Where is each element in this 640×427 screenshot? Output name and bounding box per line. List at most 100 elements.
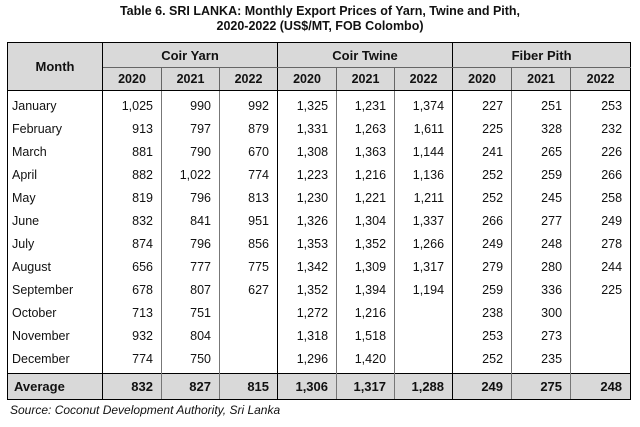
value-cell — [218, 301, 279, 324]
value-cell: 1,263 — [336, 117, 395, 140]
value-cell: 1,022 — [161, 163, 220, 186]
value-cell: 226 — [570, 140, 632, 163]
value-cell: 249 — [570, 209, 632, 232]
month-cell: February — [7, 117, 103, 140]
group-header-coir-yarn: Coir Yarn — [101, 42, 279, 68]
value-cell: 1,309 — [336, 255, 395, 278]
value-cell: 1,266 — [394, 232, 454, 255]
value-cell: 990 — [161, 90, 220, 117]
year-header: 2022 — [218, 67, 279, 91]
value-cell: 235 — [511, 347, 571, 374]
year-header: 2021 — [511, 67, 571, 91]
table-row: May 819 796 813 1,230 1,221 1,211 252 245 258 — [7, 186, 632, 209]
table-row: June 832 841 951 1,326 1,304 1,337 266 277 249 — [7, 209, 632, 232]
value-cell: 259 — [511, 163, 571, 186]
table-row: August 656 777 775 1,342 1,309 1,317 279 280 244 — [7, 255, 632, 278]
value-cell: 1,231 — [336, 90, 395, 117]
month-cell: May — [7, 186, 103, 209]
value-cell: 1,353 — [277, 232, 337, 255]
value-cell: 265 — [511, 140, 571, 163]
value-cell: 1,216 — [336, 163, 395, 186]
value-cell: 832 — [102, 209, 162, 232]
year-header: 2022 — [570, 67, 632, 91]
value-cell: 913 — [102, 117, 162, 140]
value-cell: 1,318 — [277, 324, 337, 347]
value-cell — [394, 301, 454, 324]
value-cell: 1,611 — [394, 117, 454, 140]
year-header: 2021 — [161, 67, 220, 91]
value-cell: 251 — [511, 90, 571, 117]
value-cell: 232 — [570, 117, 632, 140]
title-line-2: 2020-2022 (US$/MT, FOB Colombo) — [216, 19, 424, 33]
average-cell: 248 — [570, 373, 632, 400]
export-prices-table: Month Coir Yarn Coir Twine Fiber Pith 20… — [7, 42, 632, 400]
value-cell: 328 — [511, 117, 571, 140]
table-row: September 678 807 627 1,352 1,394 1,194 259 336 2… — [7, 278, 632, 301]
average-label: Average — [7, 373, 103, 400]
year-header: 2020 — [102, 67, 162, 91]
value-cell: 796 — [161, 186, 220, 209]
value-cell: 244 — [570, 255, 632, 278]
average-cell: 1,288 — [394, 373, 454, 400]
value-cell: 1,352 — [277, 278, 337, 301]
value-cell: 1,272 — [277, 301, 337, 324]
value-cell: 259 — [452, 278, 512, 301]
value-cell: 796 — [161, 232, 220, 255]
value-cell: 1,374 — [394, 90, 454, 117]
value-cell: 713 — [102, 301, 162, 324]
month-cell: January — [7, 90, 103, 117]
title-line-1: Table 6. SRI LANKA: Monthly Export Price… — [119, 4, 521, 18]
value-cell: 813 — [218, 186, 279, 209]
value-cell: 1,394 — [336, 278, 395, 301]
value-cell: 1,342 — [277, 255, 337, 278]
group-header-coir-twine: Coir Twine — [277, 42, 454, 68]
value-cell: 774 — [218, 163, 279, 186]
month-cell: April — [7, 163, 103, 186]
value-cell: 1,211 — [394, 186, 454, 209]
value-cell: 1,136 — [394, 163, 454, 186]
value-cell: 1,325 — [277, 90, 337, 117]
value-cell: 1,420 — [336, 347, 395, 374]
value-cell: 266 — [452, 209, 512, 232]
value-cell: 1,221 — [336, 186, 395, 209]
value-cell: 1,144 — [394, 140, 454, 163]
value-cell: 266 — [570, 163, 632, 186]
value-cell: 249 — [452, 232, 512, 255]
value-cell — [570, 324, 632, 347]
month-cell: November — [7, 324, 103, 347]
table-row: July 874 796 856 1,353 1,352 1,266 249 248 278 — [7, 232, 632, 255]
value-cell: 277 — [511, 209, 571, 232]
value-cell: 278 — [570, 232, 632, 255]
value-cell: 280 — [511, 255, 571, 278]
value-cell: 819 — [102, 186, 162, 209]
average-cell: 832 — [102, 373, 162, 400]
value-cell: 874 — [102, 232, 162, 255]
month-cell: March — [7, 140, 103, 163]
value-cell: 1,317 — [394, 255, 454, 278]
value-cell: 248 — [511, 232, 571, 255]
table-title: Table 6. SRI LANKA: Monthly Export Price… — [0, 4, 640, 36]
value-cell: 750 — [161, 347, 220, 374]
average-cell: 249 — [452, 373, 512, 400]
table-row: January 1,025 990 992 1,325 1,231 1,374 227 251 2… — [7, 90, 632, 117]
value-cell: 252 — [452, 163, 512, 186]
value-cell: 879 — [218, 117, 279, 140]
value-cell: 797 — [161, 117, 220, 140]
value-cell: 1,363 — [336, 140, 395, 163]
month-cell: August — [7, 255, 103, 278]
table-row: October 713 751 1,272 1,216 238 300 — [7, 301, 632, 324]
value-cell — [570, 347, 632, 374]
value-cell: 252 — [452, 186, 512, 209]
value-cell: 279 — [452, 255, 512, 278]
month-cell: September — [7, 278, 103, 301]
value-cell: 227 — [452, 90, 512, 117]
value-cell: 253 — [452, 324, 512, 347]
value-cell: 932 — [102, 324, 162, 347]
month-cell: June — [7, 209, 103, 232]
group-header-fiber-pith: Fiber Pith — [452, 42, 632, 68]
average-row: Average 832 827 815 1,306 1,317 1,288 24… — [7, 373, 632, 400]
month-header: Month — [7, 42, 103, 91]
value-cell: 1,352 — [336, 232, 395, 255]
average-cell: 1,306 — [277, 373, 337, 400]
value-cell: 1,223 — [277, 163, 337, 186]
